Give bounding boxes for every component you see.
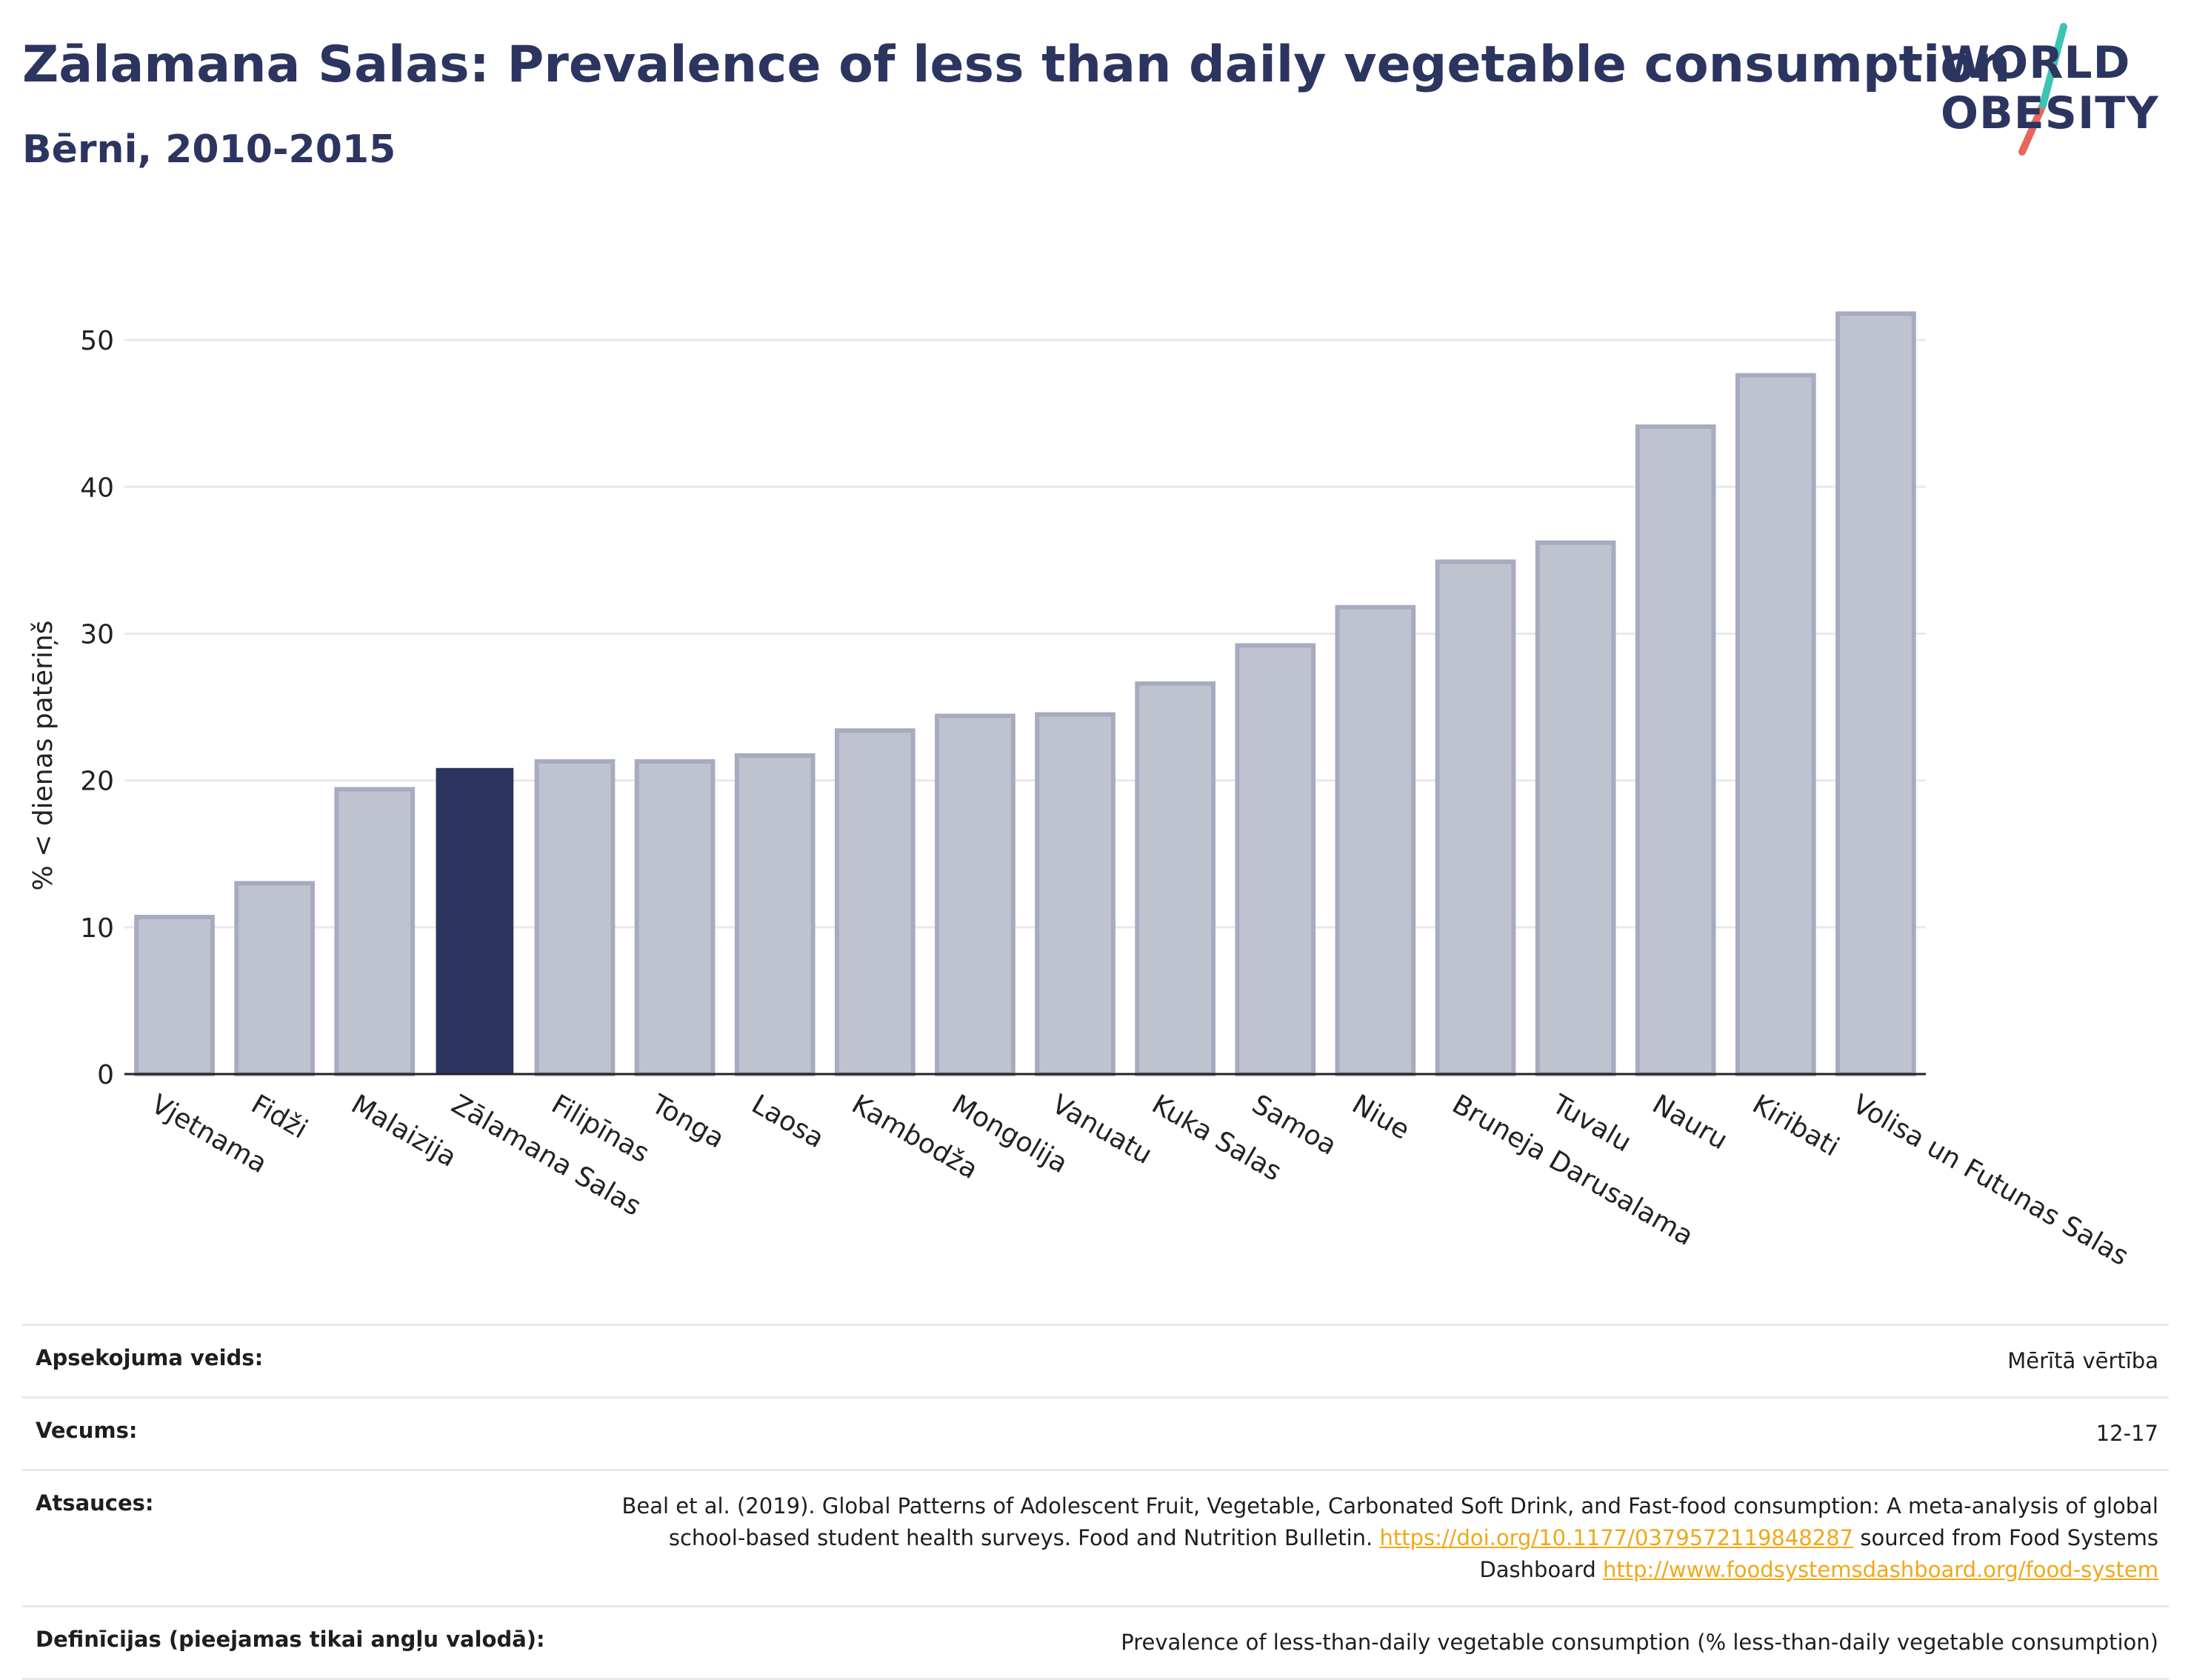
- bar[interactable]: [436, 767, 514, 1075]
- doi-link[interactable]: https://doi.org/10.1177/0379572119848287: [1379, 1525, 1854, 1550]
- bar[interactable]: [634, 759, 716, 1076]
- bar[interactable]: [1535, 540, 1616, 1076]
- metadata-table: Apsekojuma veids: Mērītā vērtība Vecums:…: [22, 1324, 2169, 1680]
- x-tick-label: Niue: [1347, 1089, 1414, 1145]
- grid-lines: [124, 339, 1926, 929]
- meta-row-age: Vecums: 12-17: [22, 1396, 2169, 1469]
- y-tick-label: 10: [80, 913, 114, 944]
- meta-row-references: Atsauces: Beal et al. (2019). Global Pat…: [22, 1469, 2169, 1605]
- bar[interactable]: [534, 759, 616, 1076]
- y-tick-label: 20: [80, 767, 114, 797]
- bar[interactable]: [134, 914, 215, 1076]
- reference-text: Beal et al. (2019). Global Patterns of A…: [621, 1493, 2158, 1550]
- meta-value: Mērītā vērtība: [2007, 1348, 2158, 1373]
- bar[interactable]: [1635, 424, 1716, 1076]
- chart-title: Zālamana Salas: Prevalence of less than …: [22, 36, 2011, 94]
- world-obesity-logo: WORLD OBESITY: [1926, 22, 2178, 156]
- y-axis-label: % < dienas patēriņš: [28, 621, 59, 891]
- bar[interactable]: [1235, 643, 1316, 1076]
- meta-label: Atsauces:: [36, 1490, 154, 1516]
- bars: [134, 311, 1916, 1076]
- reference-text-2: sourced from Food Systems Dashboard: [1479, 1525, 2158, 1582]
- logo-slash-icon: [2018, 23, 2067, 156]
- bar[interactable]: [1335, 604, 1416, 1076]
- y-tick-label: 40: [80, 473, 114, 503]
- x-tick-label: Fidži: [246, 1089, 313, 1144]
- dashboard-link[interactable]: http://www.foodsystemsdashboard.org/food…: [1603, 1557, 2158, 1582]
- x-tick-label: Kiribati: [1747, 1089, 1844, 1162]
- bar[interactable]: [834, 728, 916, 1076]
- y-tick-label: 30: [80, 619, 114, 650]
- bar[interactable]: [1835, 311, 1916, 1076]
- meta-label: Apsekojuma veids:: [36, 1345, 264, 1370]
- bar[interactable]: [1435, 559, 1516, 1076]
- x-tick-label: Malaizija: [346, 1089, 461, 1173]
- meta-value: 12-17: [2095, 1421, 2158, 1446]
- logo-line2: OBESITY: [1941, 87, 2159, 139]
- meta-value-references: Beal et al. (2019). Global Patterns of A…: [588, 1490, 2158, 1586]
- bar[interactable]: [734, 753, 816, 1076]
- meta-label: Vecums:: [36, 1418, 138, 1443]
- y-tick-label: 0: [97, 1060, 114, 1090]
- meta-row-definitions: Definīcijas (pieejamas tikai angļu valod…: [22, 1605, 2169, 1680]
- bar[interactable]: [1135, 681, 1216, 1076]
- bar[interactable]: [334, 787, 416, 1076]
- bar[interactable]: [234, 881, 316, 1076]
- meta-label: Definīcijas (pieejamas tikai angļu valod…: [36, 1627, 545, 1652]
- bar[interactable]: [935, 713, 1016, 1076]
- meta-row-survey-type: Apsekojuma veids: Mērītā vērtība: [22, 1324, 2169, 1396]
- meta-value: Prevalence of less-than-daily vegetable …: [1121, 1630, 2158, 1655]
- chart-subtitle: Bērni, 2010-2015: [22, 127, 396, 172]
- x-tick-label: Volisa un Futunas Salas: [1847, 1089, 2133, 1272]
- logo-line1: WORLD: [1941, 37, 2131, 89]
- x-tick-label: Nauru: [1647, 1089, 1733, 1156]
- bar[interactable]: [1735, 373, 1816, 1076]
- x-tick-label: Tonga: [646, 1089, 730, 1155]
- y-tick-label: 50: [80, 326, 114, 356]
- bar[interactable]: [1035, 712, 1115, 1076]
- x-tick-label: Laosa: [747, 1089, 829, 1154]
